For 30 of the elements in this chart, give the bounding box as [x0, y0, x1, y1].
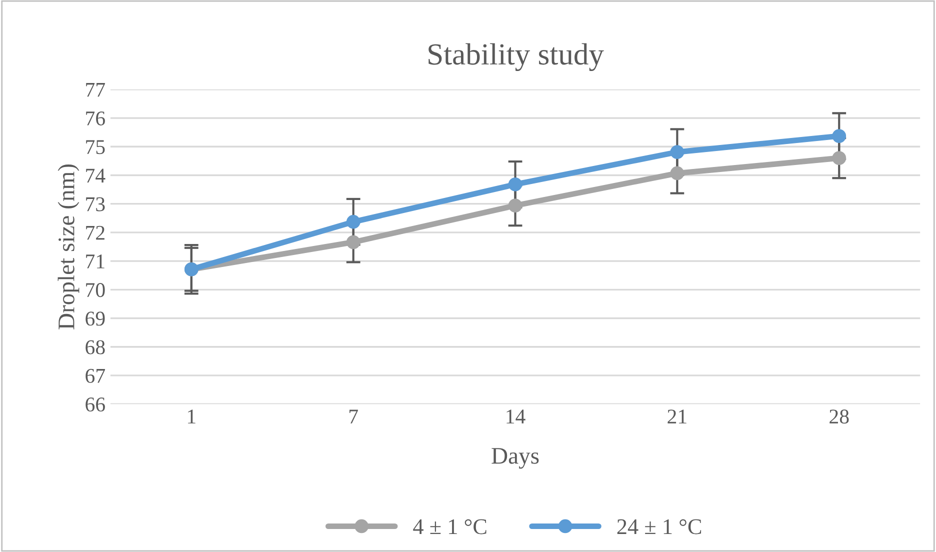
legend-label: 24 ± 1 °C	[617, 519, 702, 534]
y-tick-label: 68	[86, 340, 105, 354]
point	[346, 214, 360, 229]
x-tick-label: 21	[668, 410, 686, 424]
y-axis-title: Droplet size (nm)	[58, 164, 80, 330]
y-tick-label: 76	[86, 111, 105, 126]
chart-title: Stability study	[428, 43, 604, 72]
point	[832, 151, 846, 166]
y-tick-label: 67	[86, 368, 105, 383]
point	[346, 235, 360, 250]
x-tick-label: 28	[830, 410, 849, 424]
x-tick-label: 1	[188, 410, 196, 424]
legend-label: 4 ± 1 °C	[413, 519, 486, 534]
x-tick-label: 14	[506, 410, 526, 424]
y-tick-label: 71	[86, 254, 104, 268]
point	[508, 177, 522, 192]
point	[832, 129, 846, 143]
y-tick-label: 77	[86, 83, 105, 97]
y-tick-label: 73	[86, 197, 105, 212]
y-tick-label: 75	[86, 140, 105, 154]
y-tick-label: 74	[86, 168, 106, 182]
y-tick-label: 72	[86, 226, 104, 240]
y-tick-label: 69	[86, 312, 105, 326]
point	[508, 198, 522, 212]
x-axis-title: Days	[492, 448, 539, 469]
point	[670, 166, 684, 180]
point	[670, 145, 684, 160]
y-tick-label: 66	[86, 397, 105, 412]
y-tick-label: 70	[86, 283, 105, 298]
x-tick-label: 7	[350, 410, 358, 424]
